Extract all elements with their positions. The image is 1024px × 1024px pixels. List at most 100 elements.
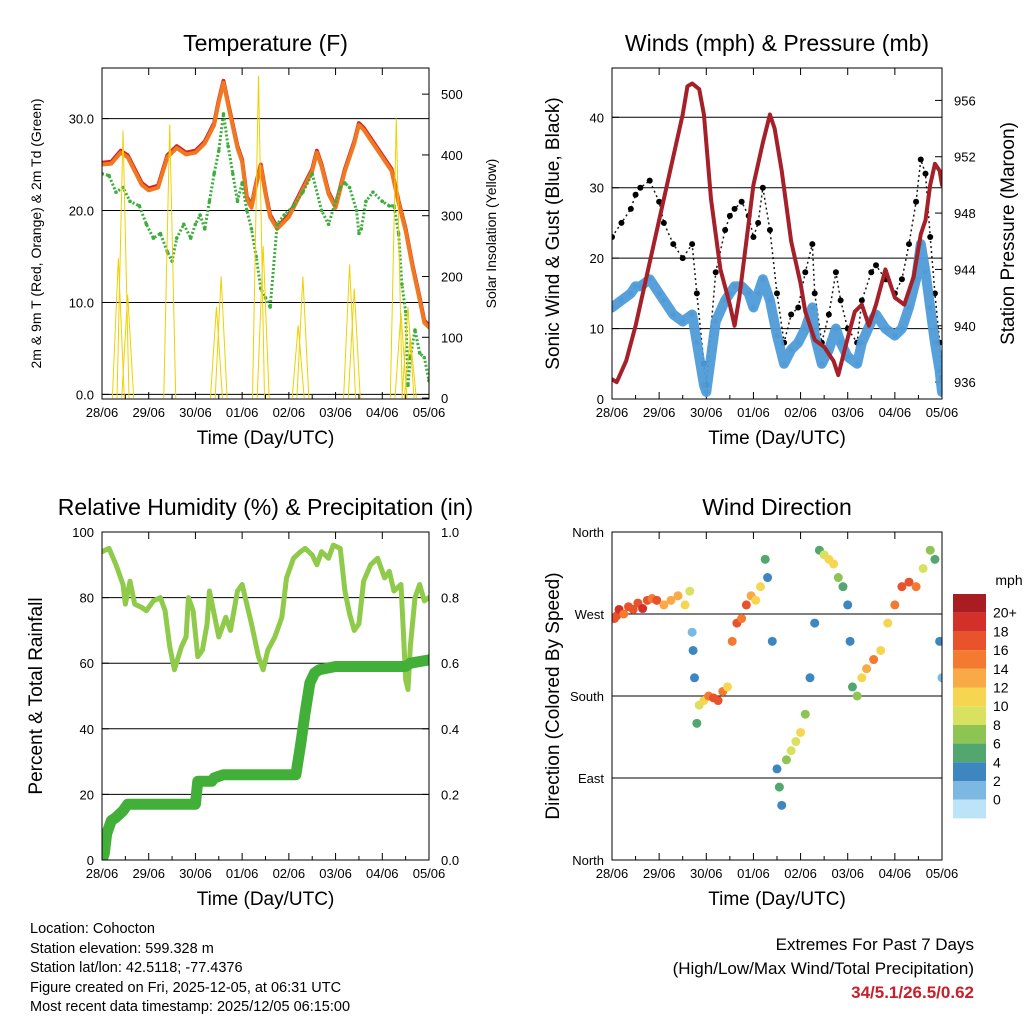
insolation-spike xyxy=(121,294,135,399)
dewpoint-point xyxy=(221,112,226,116)
dewpoint-point xyxy=(417,351,422,355)
direction-point xyxy=(777,800,787,810)
wind-point xyxy=(701,382,707,388)
x-tick-label: 05/06 xyxy=(926,405,959,420)
direction-point xyxy=(628,604,638,614)
direction-point xyxy=(876,645,886,655)
gust-point xyxy=(825,311,832,318)
x-tick-label: 05/06 xyxy=(926,866,959,881)
dewpoint-point xyxy=(137,204,142,208)
x-tick-label: 05/06 xyxy=(413,866,446,881)
wind-point xyxy=(661,297,667,303)
direction-point xyxy=(767,636,777,646)
x-tick-label: 03/06 xyxy=(319,405,352,420)
x-tick-label: 28/06 xyxy=(86,866,119,881)
direction-point xyxy=(619,609,629,619)
x-tick-label: 05/06 xyxy=(413,405,446,420)
insolation-spike xyxy=(209,306,223,399)
direction-point xyxy=(760,554,770,564)
x-tick-label: 04/06 xyxy=(366,866,399,881)
extremes-panel: Extremes For Past 7 Days (High/Low/Max W… xyxy=(673,933,974,1005)
y-right-tick-label: 300 xyxy=(441,209,463,224)
dewpoint-point xyxy=(359,227,364,231)
wind-point xyxy=(833,326,839,332)
y-tick-label: 100 xyxy=(72,525,94,540)
gust-point xyxy=(809,241,816,248)
direction-point xyxy=(833,573,843,583)
gust-point xyxy=(632,191,639,198)
extremes-subtitle: (High/Low/Max Wind/Total Precipitation) xyxy=(672,959,974,978)
series-station-pressure xyxy=(612,81,942,385)
direction-point xyxy=(638,604,648,614)
gust-point xyxy=(811,290,818,297)
x-tick-label: 30/06 xyxy=(690,405,723,420)
x-tick-label: 02/06 xyxy=(273,405,306,420)
legend-label: 14 xyxy=(993,661,1009,677)
dewpoint-point xyxy=(249,227,254,231)
legend-label: 0 xyxy=(993,792,1001,808)
insolation-spike xyxy=(163,124,177,399)
direction-point xyxy=(692,718,702,728)
y-tick-label: 30 xyxy=(590,181,604,196)
wind-point xyxy=(859,340,865,346)
y-right-tick-label: 952 xyxy=(954,150,976,165)
gust-point xyxy=(612,234,615,241)
chart-title: Winds (mph) & Pressure (mb) xyxy=(625,30,929,56)
y-axis-label: Sonic Wind & Gust (Blue, Black) xyxy=(543,97,564,369)
gust-point xyxy=(774,290,780,297)
dewpoint-point xyxy=(151,236,156,240)
dewpoint-point xyxy=(343,181,347,185)
direction-point xyxy=(685,586,695,596)
dewpoint-point xyxy=(144,222,149,227)
direction-point xyxy=(843,600,853,610)
direction-point xyxy=(829,559,839,569)
gust-point xyxy=(922,170,929,177)
gust-point xyxy=(726,212,733,219)
direction-point xyxy=(930,554,940,564)
dewpoint-point xyxy=(158,231,163,236)
y-axis-label: Direction (Colored By Speed) xyxy=(543,572,564,819)
wind-point xyxy=(746,290,752,296)
plot-frame xyxy=(611,67,943,400)
direction-point xyxy=(805,673,815,683)
x-tick-label: 03/06 xyxy=(831,866,864,881)
legend-label: 20+ xyxy=(993,605,1017,621)
gust-point xyxy=(898,276,905,283)
x-tick-label: 28/06 xyxy=(596,866,629,881)
x-tick-label: 29/06 xyxy=(643,866,676,881)
y-tick-label: 0 xyxy=(87,853,94,868)
y-axis-label: Percent & Total Rainfall xyxy=(26,597,47,794)
direction-point xyxy=(741,600,751,610)
plot-area xyxy=(102,542,429,860)
series-solar-insolation xyxy=(111,75,417,399)
y-tick-label: South xyxy=(570,689,604,704)
gust-point xyxy=(788,311,795,318)
wind-point xyxy=(755,290,761,296)
insolation-spike xyxy=(403,337,417,399)
legend-swatch xyxy=(953,687,986,707)
y-right-axis-label: Station Pressure (Maroon) xyxy=(998,122,1019,345)
series-relative-humidity xyxy=(102,542,429,692)
dewpoint-point xyxy=(301,190,305,194)
x-tick-label: 28/06 xyxy=(596,405,629,420)
dewpoint-point xyxy=(319,208,324,213)
y-right-tick-label: 500 xyxy=(441,87,463,102)
dewpoint-point xyxy=(400,282,404,286)
dewpoint-point xyxy=(193,222,198,227)
gridlines xyxy=(612,613,942,779)
direction-point xyxy=(666,595,676,605)
x-tick-label: 02/06 xyxy=(273,866,306,881)
y-right-tick-label: 956 xyxy=(954,93,976,108)
gust-point xyxy=(913,198,920,205)
wind-point xyxy=(760,276,766,282)
legend-swatch xyxy=(953,706,986,725)
dewpoint-point xyxy=(240,181,244,185)
series-direction xyxy=(612,545,942,810)
y-right-tick-label: 940 xyxy=(954,319,976,334)
legend-swatch xyxy=(953,799,986,819)
dewpoint-point xyxy=(371,190,375,194)
y-tick-label: North xyxy=(572,525,604,540)
gust-point xyxy=(679,255,686,262)
legend-label: 2 xyxy=(993,773,1001,789)
dewpoint-point xyxy=(326,222,331,227)
